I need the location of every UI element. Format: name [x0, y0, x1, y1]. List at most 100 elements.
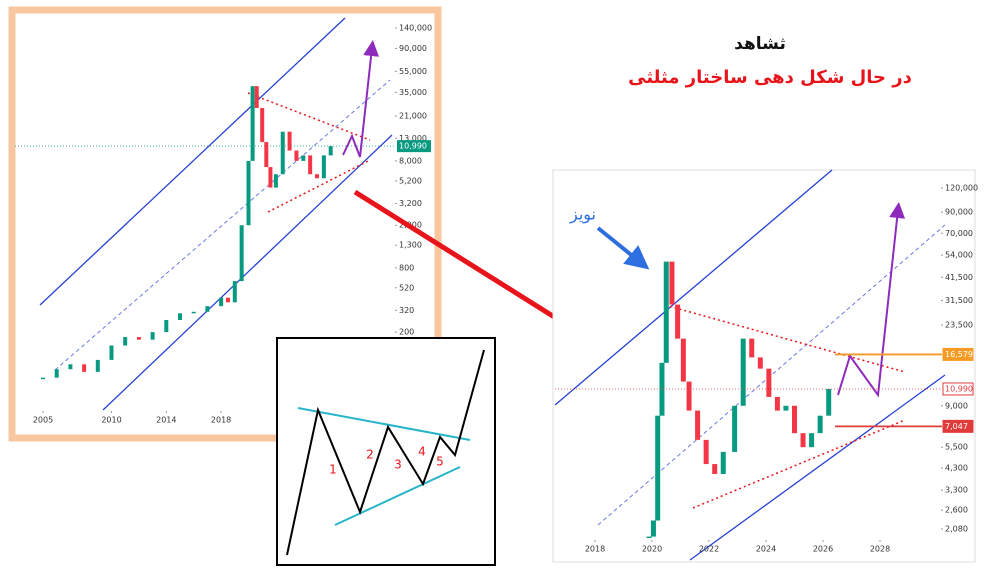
y-tick-label: 90,000: [399, 44, 427, 53]
triangle-top: [664, 304, 906, 373]
channel-mid: [54, 79, 391, 371]
level-tag: [942, 382, 974, 396]
y-tick-label: 800: [399, 263, 414, 272]
wave-label: 2: [366, 448, 374, 462]
y-tick-label: 2,080: [945, 524, 968, 533]
price-tag-label: 10,990: [399, 142, 427, 151]
candle: [800, 433, 806, 448]
x-tick-label: 2020: [642, 545, 662, 554]
candle: [308, 155, 313, 175]
candle: [669, 261, 675, 305]
y-tick-label: 5,500: [945, 443, 968, 452]
x-tick-label: 2010: [101, 416, 121, 425]
candle: [273, 174, 278, 188]
candle: [720, 451, 726, 474]
y-tick-label: 31,500: [945, 296, 973, 305]
channel-upper: [554, 169, 833, 406]
candle: [774, 396, 780, 411]
y-tick-label: 120,000: [945, 184, 978, 193]
candle: [686, 381, 692, 411]
inset-frame: [276, 337, 496, 566]
candle: [246, 160, 251, 226]
y-tick-label: 23,500: [945, 321, 973, 330]
y-tick-label: 3,200: [399, 199, 422, 208]
candle: [268, 167, 273, 188]
candle: [150, 332, 155, 340]
wave-label: 4: [418, 445, 426, 459]
candle: [655, 415, 661, 521]
candle: [703, 439, 709, 465]
candle: [41, 377, 45, 380]
candle: [695, 410, 701, 440]
x-tick-label: 2014: [156, 416, 176, 425]
triangle-top: [247, 92, 371, 141]
candle: [136, 337, 141, 340]
candle: [650, 520, 656, 537]
y-tick-label: 41,500: [945, 273, 973, 282]
y-tick-label: 54,000: [945, 251, 973, 260]
candle: [54, 369, 59, 378]
y-tick-label: 8,000: [399, 156, 422, 165]
projection: [837, 202, 906, 398]
subtitle: در حال شکل دهی ساختار مثلثی: [628, 67, 912, 88]
candle: [712, 464, 718, 474]
wave-label: 5: [436, 455, 444, 469]
triangle-bottom: [692, 419, 906, 509]
candle: [757, 357, 763, 369]
x-tick-label: 2022: [699, 545, 719, 554]
candle: [178, 313, 182, 320]
zigzag: [286, 349, 485, 556]
candle: [740, 338, 746, 406]
channel-upper: [39, 17, 346, 306]
y-tick-label: 9,000: [945, 401, 968, 410]
candle: [109, 345, 114, 360]
candle: [95, 359, 100, 372]
wave-label: 3: [394, 458, 402, 472]
candle: [749, 338, 755, 358]
candle: [191, 311, 196, 314]
pattern-inset: 1 2 3 45: [276, 337, 496, 566]
channel-lower: [689, 374, 946, 561]
level-label: 7,047: [945, 422, 968, 431]
y-tick-label: 55,000: [399, 67, 427, 76]
candle: [321, 155, 326, 179]
title: ثشاهد: [734, 34, 786, 54]
candle: [264, 142, 269, 168]
y-tick-label: 200: [399, 328, 414, 337]
candle: [68, 364, 73, 370]
y-tick-label: 4,300: [945, 463, 968, 472]
projection: [342, 40, 380, 158]
y-tick-label: 3,300: [945, 486, 968, 495]
upper-line: [297, 407, 471, 441]
y-tick-label: 520: [399, 283, 414, 292]
y-tick-label: 320: [399, 306, 414, 315]
candle: [663, 261, 669, 363]
y-tick-label: 90,000: [945, 208, 973, 217]
candle: [164, 319, 169, 333]
lower-line: [334, 466, 461, 526]
wave-label: 1: [329, 463, 337, 477]
candle: [225, 297, 230, 303]
level-label: 16,579: [945, 350, 973, 359]
x-tick-label: 2018: [585, 545, 605, 554]
candle: [287, 131, 292, 151]
level-tag: [942, 419, 974, 433]
candle: [239, 225, 244, 282]
candle: [659, 362, 665, 416]
candle: [232, 281, 237, 303]
price-tag: [397, 140, 431, 153]
candle: [82, 364, 87, 372]
left-chart: 140,000 90,000 55,000 35,000 21,000 13,000 8,0…: [15, 17, 432, 425]
right-chart: 120,000 90,000 70,000 54,000 41,500 31,500 23,…: [554, 169, 978, 561]
y-tick-label: 140,000: [399, 24, 432, 33]
candle: [301, 155, 306, 161]
level-label: 10,990: [945, 384, 973, 393]
candle: [809, 433, 815, 448]
candle: [675, 304, 681, 339]
y-tick-label: 70,000: [945, 229, 973, 238]
arrow: [353, 189, 588, 338]
candle: [783, 405, 789, 411]
noise-arrow: [596, 226, 650, 270]
candle: [123, 337, 128, 346]
x-tick-label: 2024: [756, 545, 776, 554]
